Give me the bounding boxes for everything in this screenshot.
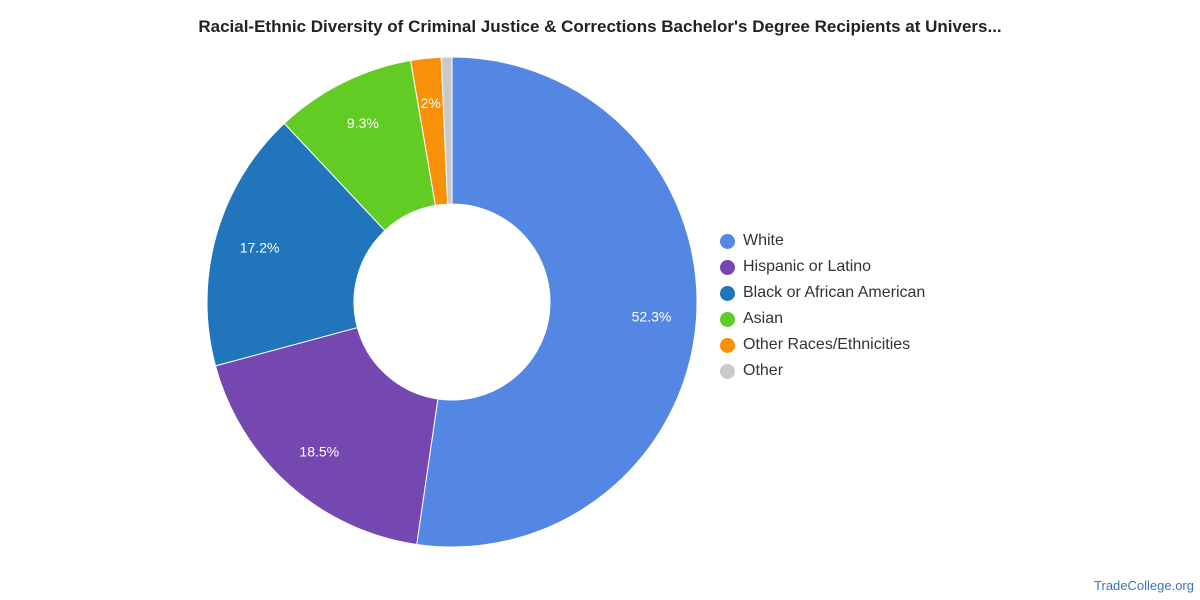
legend-swatch [720, 337, 735, 353]
chart-title: Racial-Ethnic Diversity of Criminal Just… [198, 17, 1002, 36]
legend-item-black-or-african-american[interactable]: Black or African American [720, 280, 925, 306]
source-credit[interactable]: TradeCollege.org [1094, 578, 1194, 593]
legend-label: White [743, 232, 784, 249]
legend-swatch [720, 233, 735, 249]
slice-label-asian: 9.3% [347, 115, 379, 131]
legend-item-asian[interactable]: Asian [720, 306, 925, 332]
legend-item-other[interactable]: Other [720, 358, 925, 384]
slice-label-hispanic-or-latino: 18.5% [299, 444, 339, 460]
legend-label: Hispanic or Latino [743, 258, 872, 275]
legend-label: Asian [743, 310, 784, 327]
legend-label: Other Races/Ethnicities [743, 336, 911, 353]
slice-hispanic-or-latino[interactable] [214, 326, 439, 546]
legend-label: Black or African American [743, 284, 926, 301]
legend-swatch [720, 363, 735, 379]
slice-label-white: 52.3% [632, 308, 672, 324]
chart-legend: White Hispanic or Latino Black or African … [720, 228, 925, 384]
slice-black-or-african-american[interactable] [206, 122, 386, 367]
legend-item-other-races-ethnicities[interactable]: Other Races/Ethnicities [720, 332, 925, 358]
legend-item-hispanic-or-latino[interactable]: Hispanic or Latino [720, 254, 925, 280]
slice-label-black-or-african-american: 17.2% [240, 239, 280, 255]
legend-swatch [720, 311, 735, 327]
legend-swatch [720, 259, 735, 275]
legend-item-white[interactable]: White [720, 228, 925, 254]
legend-swatch [720, 285, 735, 301]
slice-white[interactable] [416, 56, 698, 548]
slice-other[interactable] [440, 56, 453, 205]
slice-label-other-races-ethnicities: 2% [421, 95, 441, 111]
legend-label: Other [743, 362, 784, 379]
